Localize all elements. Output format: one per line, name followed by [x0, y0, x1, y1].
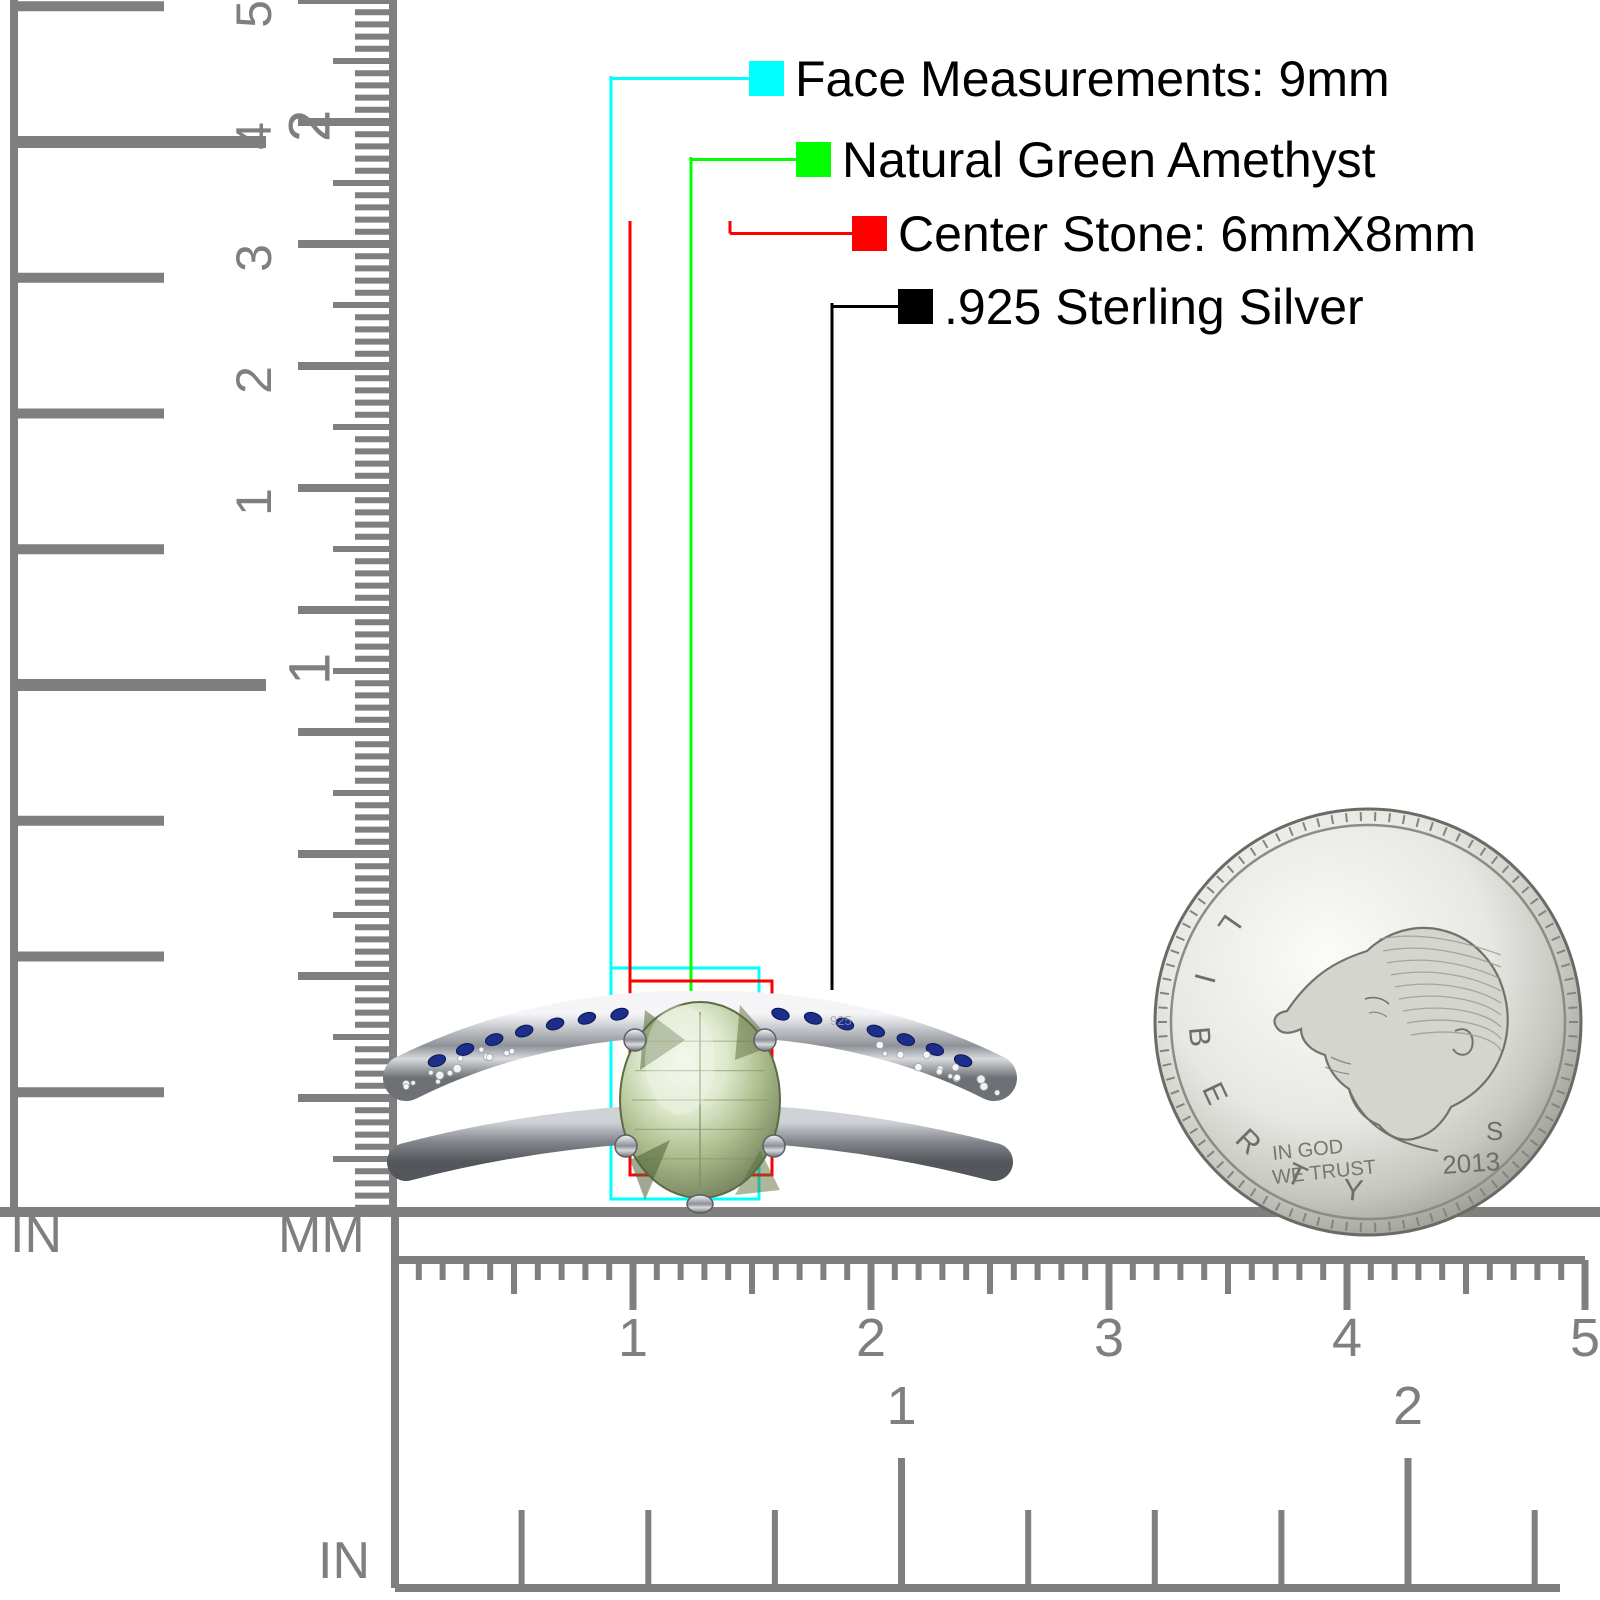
svg-text:5: 5	[1570, 1308, 1600, 1368]
svg-text:2013: 2013	[1441, 1146, 1501, 1180]
svg-text:B: B	[1182, 1025, 1217, 1048]
svg-text:Center Stone: 6mmX8mm: Center Stone: 6mmX8mm	[898, 206, 1476, 262]
svg-text:Face Measurements: 9mm: Face Measurements: 9mm	[795, 51, 1390, 107]
svg-text:925: 925	[830, 1013, 852, 1028]
svg-text:1: 1	[277, 653, 342, 685]
svg-text:.925 Sterling Silver: .925 Sterling Silver	[944, 279, 1364, 335]
svg-text:5: 5	[226, 0, 282, 28]
svg-text:S: S	[1486, 1116, 1503, 1146]
svg-text:4: 4	[1332, 1308, 1362, 1368]
svg-text:1: 1	[886, 1376, 916, 1436]
svg-text:IN: IN	[10, 1206, 62, 1264]
svg-text:2: 2	[1393, 1376, 1423, 1436]
svg-text:IN: IN	[318, 1532, 370, 1590]
svg-text:1: 1	[226, 488, 282, 516]
svg-text:1: 1	[618, 1308, 648, 1368]
svg-text:MM: MM	[278, 1206, 365, 1264]
svg-text:Natural Green Amethyst: Natural Green Amethyst	[842, 132, 1376, 188]
svg-text:3: 3	[1094, 1308, 1124, 1368]
svg-text:2: 2	[856, 1308, 886, 1368]
svg-text:4: 4	[226, 122, 282, 150]
svg-text:3: 3	[226, 244, 282, 272]
svg-text:2: 2	[226, 366, 282, 394]
